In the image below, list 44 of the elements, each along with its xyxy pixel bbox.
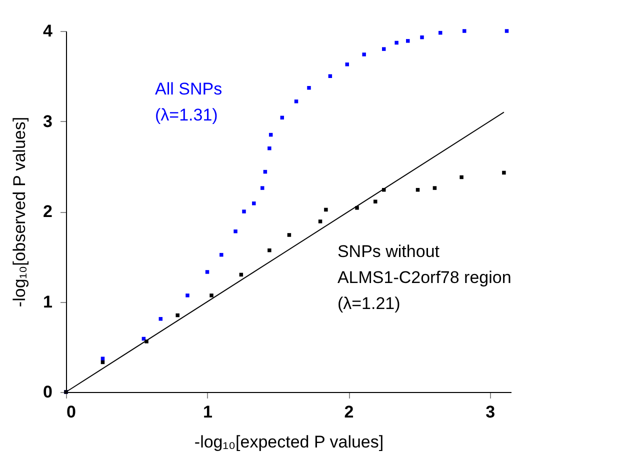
point [158, 317, 163, 321]
point [345, 62, 349, 66]
point [307, 86, 311, 90]
point [504, 29, 509, 33]
y-axis-title: -log₁₀[observed P values] [10, 116, 30, 308]
point [268, 248, 272, 252]
point [210, 294, 214, 298]
point [502, 170, 506, 175]
x-tick-label: 3 [486, 402, 496, 422]
y-tick-label: 3 [43, 112, 52, 131]
point [324, 208, 328, 212]
point [318, 220, 322, 224]
point [287, 233, 292, 237]
point [242, 210, 246, 214]
point [186, 294, 190, 298]
series-label: SNPs without ALMS1-C2orf78 region (λ=1.21) [337, 242, 512, 313]
x-tick-label: 0 [66, 402, 76, 422]
x-axis-title: -log₁₀[expected P values] [194, 432, 384, 452]
point [268, 146, 272, 150]
point [220, 252, 224, 257]
point [394, 40, 398, 45]
point [432, 186, 437, 190]
y-tick-label: 4 [43, 22, 54, 40]
point [100, 356, 105, 360]
point [382, 47, 386, 51]
point [460, 175, 464, 180]
point [406, 39, 410, 43]
point [420, 35, 424, 40]
text: All SNPs (λ=1.31) [155, 80, 222, 125]
y-tick-label: 2 [43, 202, 52, 221]
point [252, 202, 256, 206]
y-tick-label: 0 [43, 382, 52, 402]
point [362, 52, 366, 56]
point [176, 313, 180, 318]
point [355, 206, 359, 210]
x-tick-label: 1 [203, 402, 213, 422]
point [374, 200, 378, 204]
point [294, 100, 298, 104]
point [234, 229, 238, 234]
point [260, 186, 264, 190]
point [462, 29, 466, 33]
point [205, 270, 210, 274]
x-tick-label: 2 [344, 402, 354, 422]
y-tick-label: 1 [43, 292, 52, 312]
